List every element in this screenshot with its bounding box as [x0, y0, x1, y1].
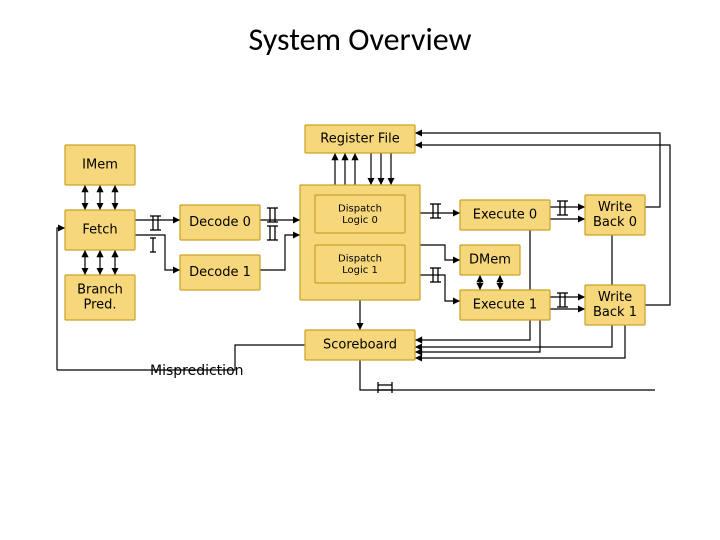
node-wb1-label: Back 1 [593, 305, 637, 320]
p-fetch-b [150, 238, 156, 252]
t-mispred: Misprediction [150, 363, 244, 379]
node-regf-label: Register File [320, 132, 399, 147]
w-fetch-dec1 [135, 235, 180, 270]
node-imem-label: IMem [82, 158, 118, 173]
node-exe1: Execute 1 [460, 290, 550, 320]
node-dl1: DispatchLogic 1 [315, 245, 405, 283]
node-score: Scoreboard [305, 330, 415, 360]
node-bpred-label: Pred. [83, 297, 116, 312]
node-fetch: Fetch [65, 210, 135, 250]
node-exe0: Execute 0 [460, 200, 550, 230]
node-dec1-label: Decode 1 [189, 265, 251, 280]
node-score-label: Scoreboard [323, 338, 397, 353]
node-wb0-label: Back 0 [593, 215, 637, 230]
node-dl1-label: Dispatch [338, 253, 382, 264]
node-dl0: DispatchLogic 0 [315, 195, 405, 233]
p-exe1-wb1 [557, 293, 568, 307]
node-dl0-label: Logic 0 [342, 215, 378, 226]
node-dec1: Decode 1 [180, 255, 260, 290]
w-dl-dmem [420, 245, 460, 260]
node-wb1: WriteBack 1 [585, 285, 645, 325]
page-title: System Overview [0, 20, 720, 59]
p-fetch-dec [150, 216, 161, 230]
node-dec0-label: Decode 0 [189, 215, 251, 230]
node-dl1-label: Logic 1 [342, 265, 378, 276]
node-wb1-label: Write [598, 290, 632, 305]
p-dl-exe0 [430, 204, 441, 218]
node-wb0: WriteBack 0 [585, 195, 645, 235]
node-wb0-label: Write [598, 200, 632, 215]
w-dec1-dl [260, 235, 300, 270]
node-dmem-label: DMem [469, 253, 511, 268]
w-wb1-score [415, 325, 625, 358]
node-exe1-label: Execute 1 [473, 298, 537, 313]
p-dec-dl-b [267, 226, 278, 240]
diagram-canvas: IMem Fetch BranchPred. Decode 0 Decode 1 Regi… [55, 115, 675, 445]
node-bpred-label: Branch [77, 283, 123, 298]
node-fetch-label: Fetch [82, 223, 117, 238]
p-score-bus [378, 382, 392, 393]
node-dmem: DMem [460, 245, 520, 275]
w-score-bus-out [360, 360, 655, 390]
w-mispred [57, 228, 65, 370]
node-regf: Register File [305, 125, 415, 153]
node-imem: IMem [65, 145, 135, 185]
node-dl0-label: Dispatch [338, 203, 382, 214]
w-dl-exe1-a [420, 275, 460, 301]
node-bpred: BranchPred. [65, 275, 135, 320]
p-exe0-wb0 [557, 201, 568, 215]
node-dec0: Decode 0 [180, 205, 260, 240]
node-exe0-label: Execute 0 [473, 208, 537, 223]
